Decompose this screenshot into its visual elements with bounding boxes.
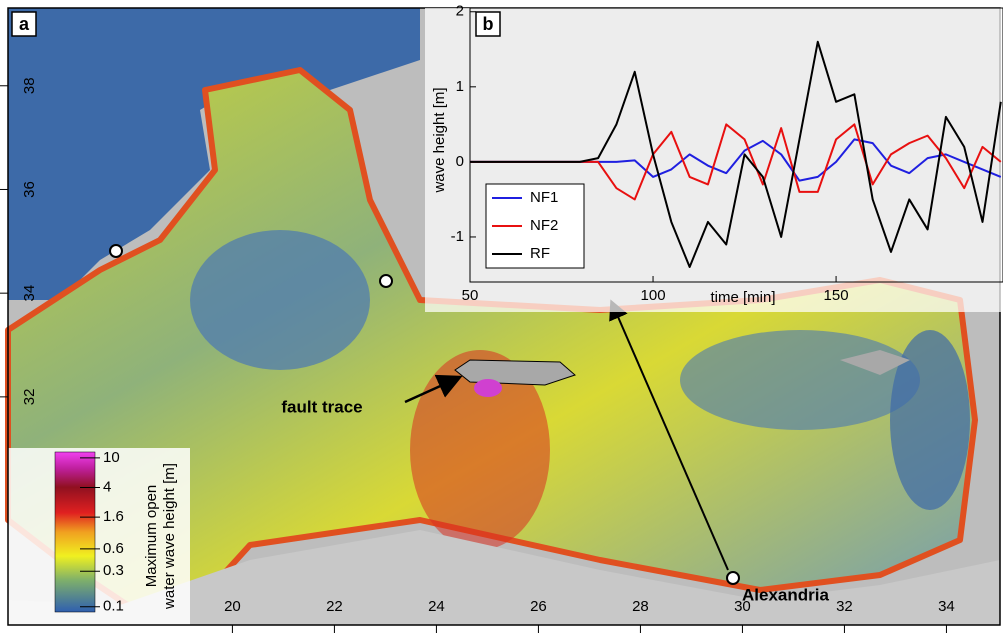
colorbar-title: Maximum open <box>143 485 160 588</box>
colorbar-tick-label: 10 <box>103 449 120 466</box>
x-tick-label: 28 <box>632 598 649 615</box>
x-tick-label: 24 <box>428 598 445 615</box>
legend-label: NF2 <box>530 217 558 234</box>
x-tick-label: 26 <box>530 598 547 615</box>
x-tick-label: 32 <box>836 598 853 615</box>
x-tick-label: 150 <box>824 287 849 304</box>
series-line <box>470 40 1002 268</box>
y-axis-label: wave height [m] <box>431 87 448 193</box>
y-tick-label: 32 <box>21 389 38 406</box>
x-tick-label: 50 <box>462 287 479 304</box>
y-tick-label: 36 <box>21 181 38 198</box>
map-label: Alexandria <box>742 585 829 604</box>
y-tick-label: -1 <box>451 228 464 245</box>
x-tick-label: 30 <box>734 598 751 615</box>
y-tick-label: 38 <box>21 77 38 94</box>
colorbar-tick-label: 0.6 <box>103 540 124 557</box>
colorbar-tick-label: 0.1 <box>103 598 124 615</box>
colorbar-tick-label: 4 <box>103 478 111 495</box>
y-tick-label: 0 <box>456 153 464 170</box>
x-axis-label: time [min] <box>710 289 775 306</box>
map-label: fault trace <box>281 397 362 416</box>
colorbar-tick-label: 1.6 <box>103 508 124 525</box>
x-tick-label: 34 <box>938 598 955 615</box>
x-tick-label: 100 <box>641 287 666 304</box>
colorbar-title: water wave height [m] <box>161 463 178 610</box>
legend-label: NF1 <box>530 189 558 206</box>
y-tick-label: 1 <box>456 78 464 95</box>
panel-label: a <box>19 14 30 34</box>
colorbar-panel <box>8 448 190 625</box>
legend-label: RF <box>530 245 550 262</box>
x-tick-label: 20 <box>224 598 241 615</box>
y-tick-label: 34 <box>21 285 38 302</box>
panel-box <box>11 11 37 37</box>
panel-label: b <box>483 14 494 34</box>
panel-box <box>475 11 501 37</box>
x-tick-label: 22 <box>326 598 343 615</box>
y-tick-label: 2 <box>456 3 464 20</box>
plot-frame <box>469 7 1003 283</box>
colorbar-tick-label: 0.3 <box>103 562 124 579</box>
